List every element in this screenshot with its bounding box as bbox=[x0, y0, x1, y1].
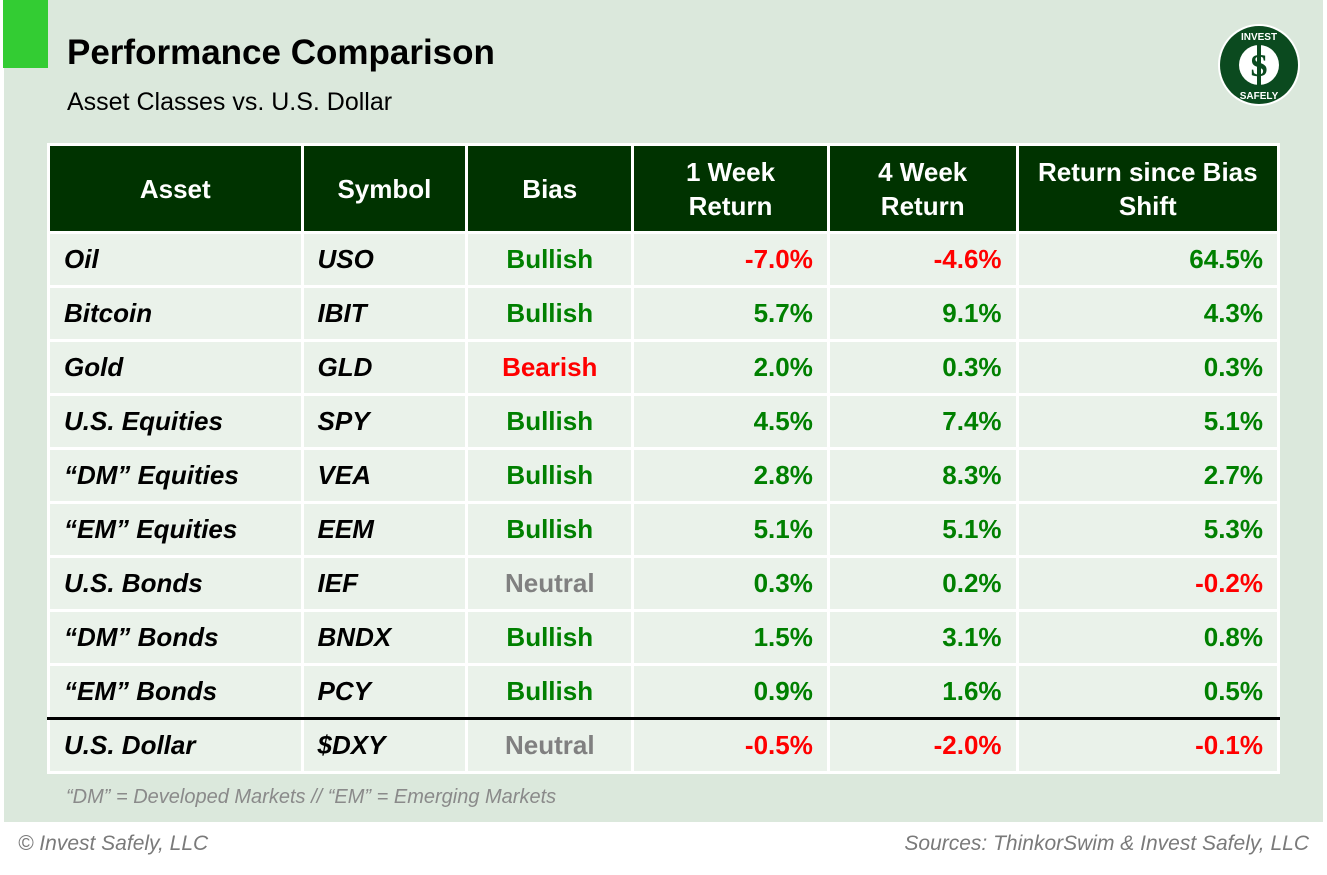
table-row: U.S. Bonds IEF Neutral 0.3% 0.2% -0.2% bbox=[47, 555, 1281, 612]
invest-safely-logo: S INVEST SAFELY bbox=[1218, 24, 1300, 106]
svg-text:SAFELY: SAFELY bbox=[1240, 91, 1279, 102]
page-subtitle: Asset Classes vs. U.S. Dollar bbox=[67, 88, 393, 116]
cell-asset: “EM” Bonds bbox=[47, 663, 304, 720]
cell-w1: 2.8% bbox=[631, 447, 830, 504]
column-header: Return since Bias Shift bbox=[1015, 143, 1281, 234]
table-row: Oil USO Bullish -7.0% -4.6% 64.5% bbox=[47, 231, 1281, 288]
cell-asset: Bitcoin bbox=[47, 285, 304, 342]
cell-bias: Neutral bbox=[465, 555, 635, 612]
cell-w1: 4.5% bbox=[631, 393, 830, 450]
sources: Sources: ThinkorSwim & Invest Safely, LL… bbox=[904, 832, 1309, 855]
cell-bias: Neutral bbox=[465, 717, 635, 774]
cell-w4: 1.6% bbox=[826, 663, 1019, 720]
cell-w4: 7.4% bbox=[826, 393, 1019, 450]
cell-since: 0.8% bbox=[1015, 609, 1281, 666]
column-header: Bias bbox=[465, 143, 635, 234]
cell-since: 5.1% bbox=[1015, 393, 1281, 450]
svg-text:INVEST: INVEST bbox=[1241, 32, 1277, 43]
cell-asset: Gold bbox=[47, 339, 304, 396]
cell-w1: 5.1% bbox=[631, 501, 830, 558]
cell-w1: 0.3% bbox=[631, 555, 830, 612]
footnote: “DM” = Developed Markets // “EM” = Emerg… bbox=[66, 786, 557, 808]
table-row: “EM” Bonds PCY Bullish 0.9% 1.6% 0.5% bbox=[47, 663, 1281, 720]
table-row: “DM” Bonds BNDX Bullish 1.5% 3.1% 0.8% bbox=[47, 609, 1281, 666]
cell-since: 0.5% bbox=[1015, 663, 1281, 720]
cell-asset: “DM” Bonds bbox=[47, 609, 304, 666]
cell-symbol: VEA bbox=[300, 447, 469, 504]
column-header: Asset bbox=[47, 143, 304, 234]
cell-since: 5.3% bbox=[1015, 501, 1281, 558]
cell-since: 4.3% bbox=[1015, 285, 1281, 342]
cell-since: -0.2% bbox=[1015, 555, 1281, 612]
table-row: U.S. Equities SPY Bullish 4.5% 7.4% 5.1% bbox=[47, 393, 1281, 450]
table-row: “DM” Equities VEA Bullish 2.8% 8.3% 2.7% bbox=[47, 447, 1281, 504]
cell-w1: 1.5% bbox=[631, 609, 830, 666]
cell-bias: Bullish bbox=[465, 609, 635, 666]
page-title: Performance Comparison bbox=[67, 33, 495, 72]
cell-symbol: USO bbox=[300, 231, 469, 288]
cell-asset: U.S. Equities bbox=[47, 393, 304, 450]
cell-w4: -2.0% bbox=[826, 717, 1019, 774]
cell-w4: 0.3% bbox=[826, 339, 1019, 396]
cell-asset: “EM” Equities bbox=[47, 501, 304, 558]
cell-w1: 5.7% bbox=[631, 285, 830, 342]
cell-symbol: $DXY bbox=[300, 717, 469, 774]
table-row: Bitcoin IBIT Bullish 5.7% 9.1% 4.3% bbox=[47, 285, 1281, 342]
cell-asset: U.S. Dollar bbox=[47, 717, 304, 774]
cell-symbol: IEF bbox=[300, 555, 469, 612]
cell-symbol: IBIT bbox=[300, 285, 469, 342]
cell-since: 2.7% bbox=[1015, 447, 1281, 504]
cell-w1: -7.0% bbox=[631, 231, 830, 288]
column-header: 1 Week Return bbox=[631, 143, 830, 234]
cell-w4: 8.3% bbox=[826, 447, 1019, 504]
cell-bias: Bullish bbox=[465, 393, 635, 450]
copyright: © Invest Safely, LLC bbox=[18, 832, 209, 855]
cell-w4: -4.6% bbox=[826, 231, 1019, 288]
cell-bias: Bearish bbox=[465, 339, 635, 396]
cell-symbol: EEM bbox=[300, 501, 469, 558]
cell-w4: 5.1% bbox=[826, 501, 1019, 558]
performance-table: Asset Symbol Bias 1 Week Return 4 Week Retur… bbox=[47, 143, 1281, 774]
column-header: 4 Week Return bbox=[826, 143, 1019, 234]
cell-symbol: BNDX bbox=[300, 609, 469, 666]
cell-asset: Oil bbox=[47, 231, 304, 288]
cell-since: -0.1% bbox=[1015, 717, 1281, 774]
cell-since: 64.5% bbox=[1015, 231, 1281, 288]
table-row: “EM” Equities EEM Bullish 5.1% 5.1% 5.3% bbox=[47, 501, 1281, 558]
cell-bias: Bullish bbox=[465, 663, 635, 720]
accent-bar bbox=[3, 0, 48, 68]
cell-symbol: PCY bbox=[300, 663, 469, 720]
cell-bias: Bullish bbox=[465, 501, 635, 558]
cell-w1: -0.5% bbox=[631, 717, 830, 774]
cell-symbol: GLD bbox=[300, 339, 469, 396]
table-row: Gold GLD Bearish 2.0% 0.3% 0.3% bbox=[47, 339, 1281, 396]
cell-symbol: SPY bbox=[300, 393, 469, 450]
cell-since: 0.3% bbox=[1015, 339, 1281, 396]
cell-asset: U.S. Bonds bbox=[47, 555, 304, 612]
cell-asset: “DM” Equities bbox=[47, 447, 304, 504]
cell-bias: Bullish bbox=[465, 231, 635, 288]
cell-w1: 2.0% bbox=[631, 339, 830, 396]
column-header: Symbol bbox=[300, 143, 469, 234]
cell-w1: 0.9% bbox=[631, 663, 830, 720]
table-row: U.S. Dollar $DXY Neutral -0.5% -2.0% -0.1% bbox=[47, 717, 1281, 774]
cell-w4: 9.1% bbox=[826, 285, 1019, 342]
cell-w4: 3.1% bbox=[826, 609, 1019, 666]
cell-bias: Bullish bbox=[465, 447, 635, 504]
cell-w4: 0.2% bbox=[826, 555, 1019, 612]
cell-bias: Bullish bbox=[465, 285, 635, 342]
